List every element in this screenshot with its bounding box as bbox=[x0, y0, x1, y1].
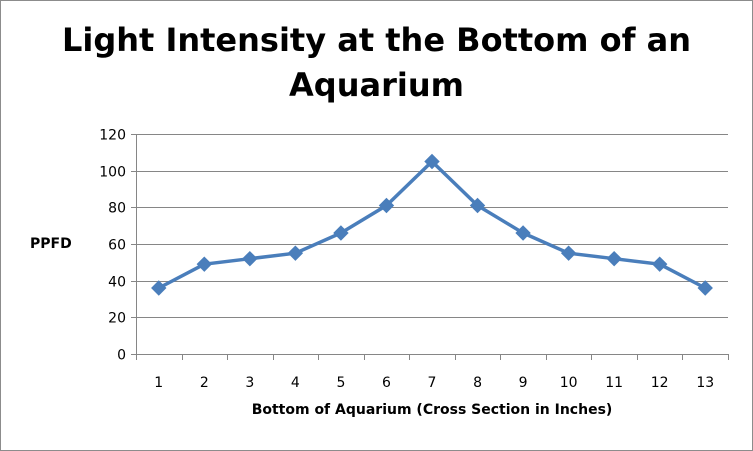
data-point-marker bbox=[378, 197, 395, 214]
series-layer bbox=[151, 153, 713, 296]
x-tick-label: 11 bbox=[605, 375, 623, 391]
x-tick-label: 8 bbox=[473, 375, 482, 391]
x-tick-label: 9 bbox=[519, 375, 528, 391]
x-tick-label: 3 bbox=[245, 375, 254, 391]
x-tick-label: 10 bbox=[560, 375, 578, 391]
data-point-marker bbox=[151, 280, 167, 296]
data-point-marker bbox=[651, 256, 668, 272]
data-point-marker bbox=[196, 256, 213, 272]
chart-title-line-2: Aquarium bbox=[289, 66, 464, 104]
x-tick-label: 7 bbox=[428, 375, 437, 391]
data-point-marker bbox=[242, 250, 258, 267]
data-point-marker bbox=[333, 225, 349, 241]
x-tick-label: 4 bbox=[291, 375, 300, 391]
data-point-marker bbox=[697, 280, 713, 296]
x-tick-label: 12 bbox=[651, 375, 669, 391]
data-point-marker bbox=[606, 250, 622, 267]
gridlines bbox=[136, 134, 728, 318]
data-point-marker bbox=[515, 225, 531, 241]
chart-title-line-1: Light Intensity at the Bottom of an bbox=[61, 21, 692, 59]
y-tick-label: 0 bbox=[117, 348, 126, 364]
y-tick-labels: 0 20 40 60 80 100 120 bbox=[99, 128, 126, 364]
data-point-marker bbox=[424, 153, 440, 170]
chart-title: Light Intensity at the Bottom of an Aqua… bbox=[0, 18, 753, 108]
y-axis-label: PPFD bbox=[30, 236, 72, 252]
y-tick-label: 100 bbox=[99, 165, 126, 181]
y-tick-label: 20 bbox=[108, 311, 126, 327]
axes bbox=[131, 134, 729, 360]
x-tick-label: 1 bbox=[154, 375, 163, 391]
y-tick-label: 40 bbox=[108, 275, 126, 291]
x-tick-label: 13 bbox=[696, 375, 714, 391]
y-tick-label: 60 bbox=[108, 238, 126, 254]
x-tick-labels: 1 2 3 4 5 6 7 8 9 10 11 12 13 bbox=[154, 375, 714, 391]
y-tick-label: 120 bbox=[99, 128, 126, 144]
series-line bbox=[157, 159, 707, 290]
data-point-marker bbox=[287, 245, 304, 261]
x-tick-label: 5 bbox=[336, 375, 345, 391]
x-tick-label: 6 bbox=[382, 375, 391, 391]
x-tick-label: 2 bbox=[200, 375, 209, 391]
x-axis-label: Bottom of Aquarium (Cross Section in Inc… bbox=[251, 402, 613, 418]
data-point-marker bbox=[469, 197, 486, 214]
data-point-marker bbox=[560, 245, 577, 261]
y-tick-label: 80 bbox=[108, 201, 126, 217]
